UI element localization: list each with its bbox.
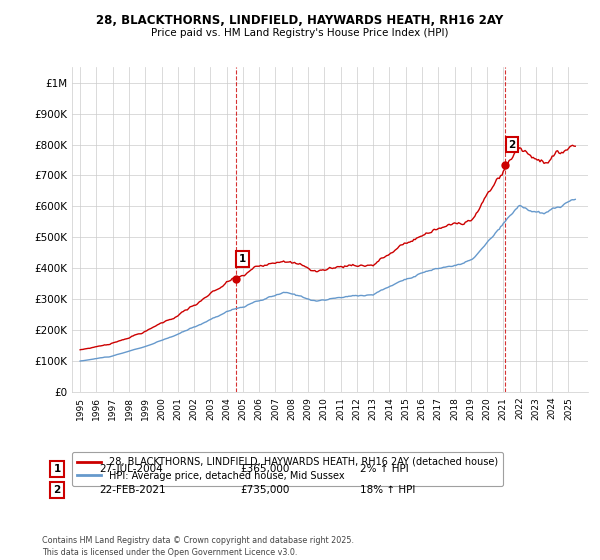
Text: 18% ↑ HPI: 18% ↑ HPI xyxy=(360,485,415,495)
Text: 22-FEB-2021: 22-FEB-2021 xyxy=(99,485,166,495)
Text: £735,000: £735,000 xyxy=(240,485,289,495)
Text: 1: 1 xyxy=(239,254,246,264)
Legend: 28, BLACKTHORNS, LINDFIELD, HAYWARDS HEATH, RH16 2AY (detached house), HPI: Aver: 28, BLACKTHORNS, LINDFIELD, HAYWARDS HEA… xyxy=(72,452,503,486)
Text: 2% ↑ HPI: 2% ↑ HPI xyxy=(360,464,409,474)
Text: Contains HM Land Registry data © Crown copyright and database right 2025.
This d: Contains HM Land Registry data © Crown c… xyxy=(42,536,354,557)
Text: 27-JUL-2004: 27-JUL-2004 xyxy=(99,464,163,474)
Text: 2: 2 xyxy=(53,485,61,495)
Text: 1: 1 xyxy=(53,464,61,474)
Text: 28, BLACKTHORNS, LINDFIELD, HAYWARDS HEATH, RH16 2AY: 28, BLACKTHORNS, LINDFIELD, HAYWARDS HEA… xyxy=(97,14,503,27)
Text: £365,000: £365,000 xyxy=(240,464,289,474)
Text: Price paid vs. HM Land Registry's House Price Index (HPI): Price paid vs. HM Land Registry's House … xyxy=(151,28,449,38)
Text: 2: 2 xyxy=(508,139,515,150)
